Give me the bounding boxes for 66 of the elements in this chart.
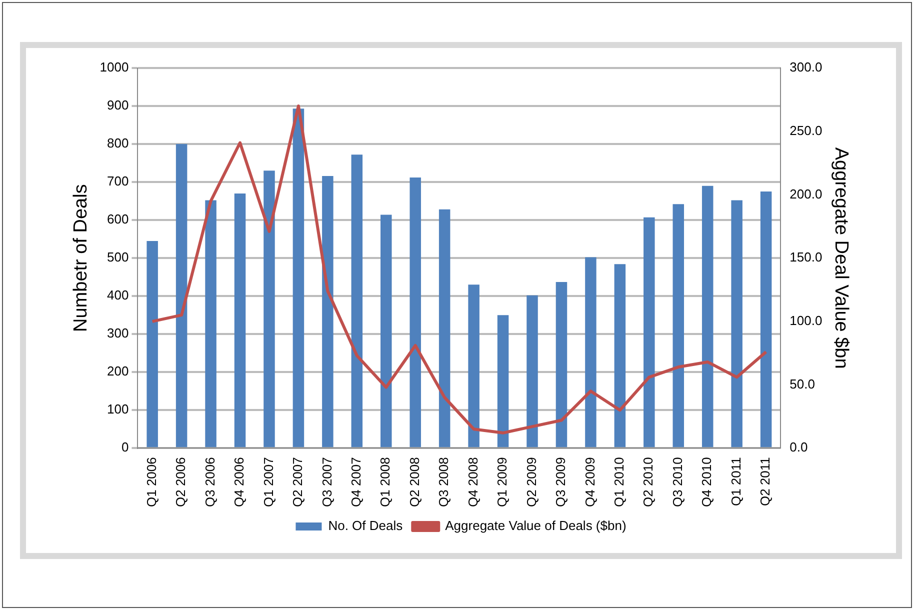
y-tick-label: 600 bbox=[107, 212, 129, 227]
bar bbox=[410, 177, 421, 448]
y2-tick-label: 150.0 bbox=[790, 250, 822, 265]
x-tick-label: Q2 2006 bbox=[173, 457, 188, 507]
y2-tick-label: 0.0 bbox=[790, 440, 808, 455]
bar bbox=[146, 240, 158, 448]
bar bbox=[292, 108, 304, 448]
y-tick-label: 900 bbox=[107, 98, 129, 113]
bar bbox=[644, 217, 655, 448]
y-tick-label: 100 bbox=[107, 402, 129, 417]
x-tick-label: Q4 2009 bbox=[582, 457, 598, 507]
x-tick-label: Q3 2008 bbox=[436, 457, 452, 507]
y-tick-label: 700 bbox=[107, 174, 129, 189]
x-tick-label: Q1 2007 bbox=[260, 457, 276, 507]
bar bbox=[672, 204, 684, 448]
bar bbox=[438, 209, 450, 448]
bar bbox=[380, 214, 392, 448]
x-tick-label: Q2 2008 bbox=[406, 457, 422, 507]
x-tick-label: Q2 2010 bbox=[640, 457, 656, 507]
y2-tick-label: 300.0 bbox=[790, 60, 822, 75]
bar bbox=[497, 315, 509, 448]
bar bbox=[176, 144, 188, 448]
bar bbox=[760, 192, 772, 448]
x-tick-label: Q2 2011 bbox=[758, 457, 773, 506]
bar bbox=[468, 284, 480, 448]
y-tick-label: 300 bbox=[107, 326, 129, 341]
bar bbox=[264, 170, 275, 448]
bar bbox=[702, 186, 714, 448]
bar bbox=[205, 200, 216, 448]
x-tick-label: Q1 2010 bbox=[612, 457, 627, 507]
bar bbox=[585, 257, 596, 448]
x-tick-label: Q3 2007 bbox=[319, 457, 334, 507]
y-tick-label: 1000 bbox=[100, 60, 129, 75]
x-tick-label: Q3 2006 bbox=[202, 457, 218, 507]
bar bbox=[556, 282, 568, 448]
y-tick-label: 800 bbox=[107, 136, 129, 151]
x-tick-label: Q4 2006 bbox=[232, 457, 247, 507]
y2-tick-label: 200.0 bbox=[790, 186, 822, 202]
x-tick-label: Q1 2006 bbox=[144, 457, 159, 507]
x-tick-label: Q4 2008 bbox=[465, 457, 480, 507]
bar bbox=[351, 154, 363, 448]
bar bbox=[614, 264, 626, 448]
y2-tick-label: 50.0 bbox=[790, 376, 815, 392]
bar bbox=[322, 176, 334, 448]
bar bbox=[234, 193, 246, 448]
x-tick-label: Q1 2011 bbox=[728, 457, 744, 506]
x-tick-label: Q4 2007 bbox=[348, 457, 364, 507]
bar bbox=[731, 200, 742, 448]
y2-axis-title: Aggregate Deal Value $bn bbox=[830, 147, 852, 369]
legend-label: Aggregate Value of Deals ($bn) bbox=[445, 518, 626, 534]
y-tick-label: 500 bbox=[107, 250, 129, 265]
y2-tick-label: 250.0 bbox=[790, 122, 822, 138]
x-tick-label: Q1 2008 bbox=[378, 457, 393, 507]
x-tick-label: Q4 2010 bbox=[699, 457, 714, 507]
legend-label: No. Of Deals bbox=[328, 518, 404, 534]
y-axis-title: Numbetr of Deals bbox=[70, 184, 92, 332]
y-tick-label: 400 bbox=[107, 288, 129, 303]
x-tick-label: Q3 2009 bbox=[553, 457, 568, 507]
bar bbox=[526, 295, 538, 448]
x-tick-label: Q2 2007 bbox=[290, 457, 306, 507]
x-tick-label: Q1 2009 bbox=[494, 457, 510, 507]
y-tick-label: 200 bbox=[107, 364, 129, 379]
y2-tick-label: 100.0 bbox=[790, 312, 822, 328]
x-tick-label: Q3 2010 bbox=[670, 457, 685, 507]
x-tick-label: Q2 2009 bbox=[524, 457, 539, 507]
y-tick-label: 0 bbox=[121, 440, 129, 455]
